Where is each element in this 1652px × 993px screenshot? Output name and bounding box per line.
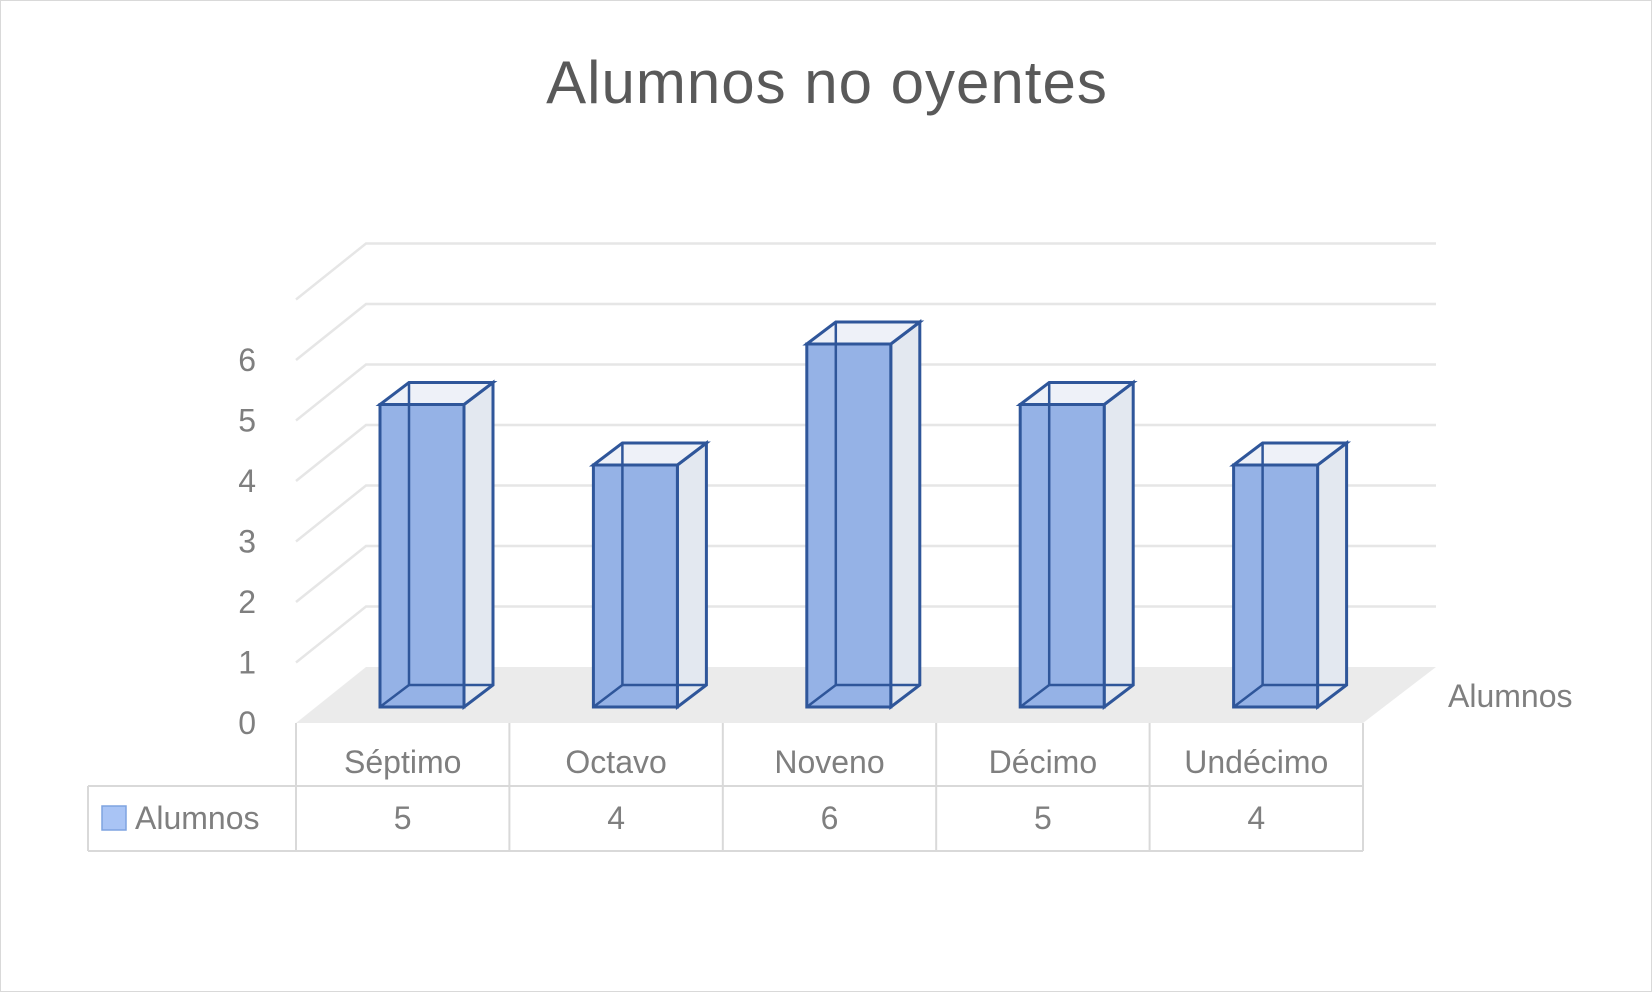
bar-front-face <box>1018 403 1106 709</box>
chart-title: Alumnos no oyentes <box>546 49 1108 116</box>
bar <box>1015 379 1138 711</box>
data-table-value: 4 <box>1247 800 1265 836</box>
bar-front-face <box>1232 463 1320 709</box>
bar-front-face <box>591 463 679 709</box>
data-table-value: 6 <box>821 800 839 836</box>
bar <box>588 439 711 711</box>
y-axis: 0 1 2 3 4 5 6 <box>238 342 256 741</box>
legend-label: Alumnos <box>135 800 260 836</box>
bar-inner-edge <box>379 684 410 708</box>
bar-inner-edge <box>1232 684 1264 708</box>
bar <box>1229 439 1352 711</box>
bar-side-face <box>889 318 922 711</box>
y-tick-label: 5 <box>238 403 256 439</box>
category-label: Octavo <box>565 744 666 780</box>
y-tick-label: 4 <box>238 463 256 499</box>
data-table-value: 4 <box>607 800 625 836</box>
y-tick-label: 6 <box>238 342 256 378</box>
bar-inner-edge <box>1019 684 1050 708</box>
y-tick-label: 0 <box>238 705 256 741</box>
category-label: Noveno <box>774 744 884 780</box>
bar-side-face <box>462 379 495 711</box>
bar-side-face <box>1102 379 1135 711</box>
category-label: Undécimo <box>1184 744 1328 780</box>
gridline <box>295 363 1436 422</box>
gridline <box>295 302 1436 361</box>
bar <box>375 379 498 711</box>
gridline <box>295 242 1436 301</box>
y-tick-label: 2 <box>238 584 256 620</box>
legend-swatch <box>101 805 127 831</box>
data-table-value: 5 <box>1034 800 1052 836</box>
category-label: Décimo <box>989 744 1097 780</box>
depth-axis-label: Alumnos <box>1448 678 1573 714</box>
data-table: Séptimo 5 Octavo 4 Noveno 6 Décimo 5 Undécimo 4 Al… <box>87 723 1364 852</box>
bar-side-face <box>675 439 708 711</box>
bar-front-face <box>805 342 893 709</box>
bar <box>802 318 925 711</box>
bar-inner-edge <box>592 684 624 708</box>
data-table-value: 5 <box>394 800 412 836</box>
bar-side-face <box>1316 439 1349 711</box>
y-tick-label: 1 <box>238 645 256 681</box>
category-label: Séptimo <box>344 744 461 780</box>
bars <box>375 318 1352 711</box>
bar-inner-edge <box>806 684 837 708</box>
y-tick-label: 3 <box>238 524 256 560</box>
bar-front-face <box>378 403 466 709</box>
